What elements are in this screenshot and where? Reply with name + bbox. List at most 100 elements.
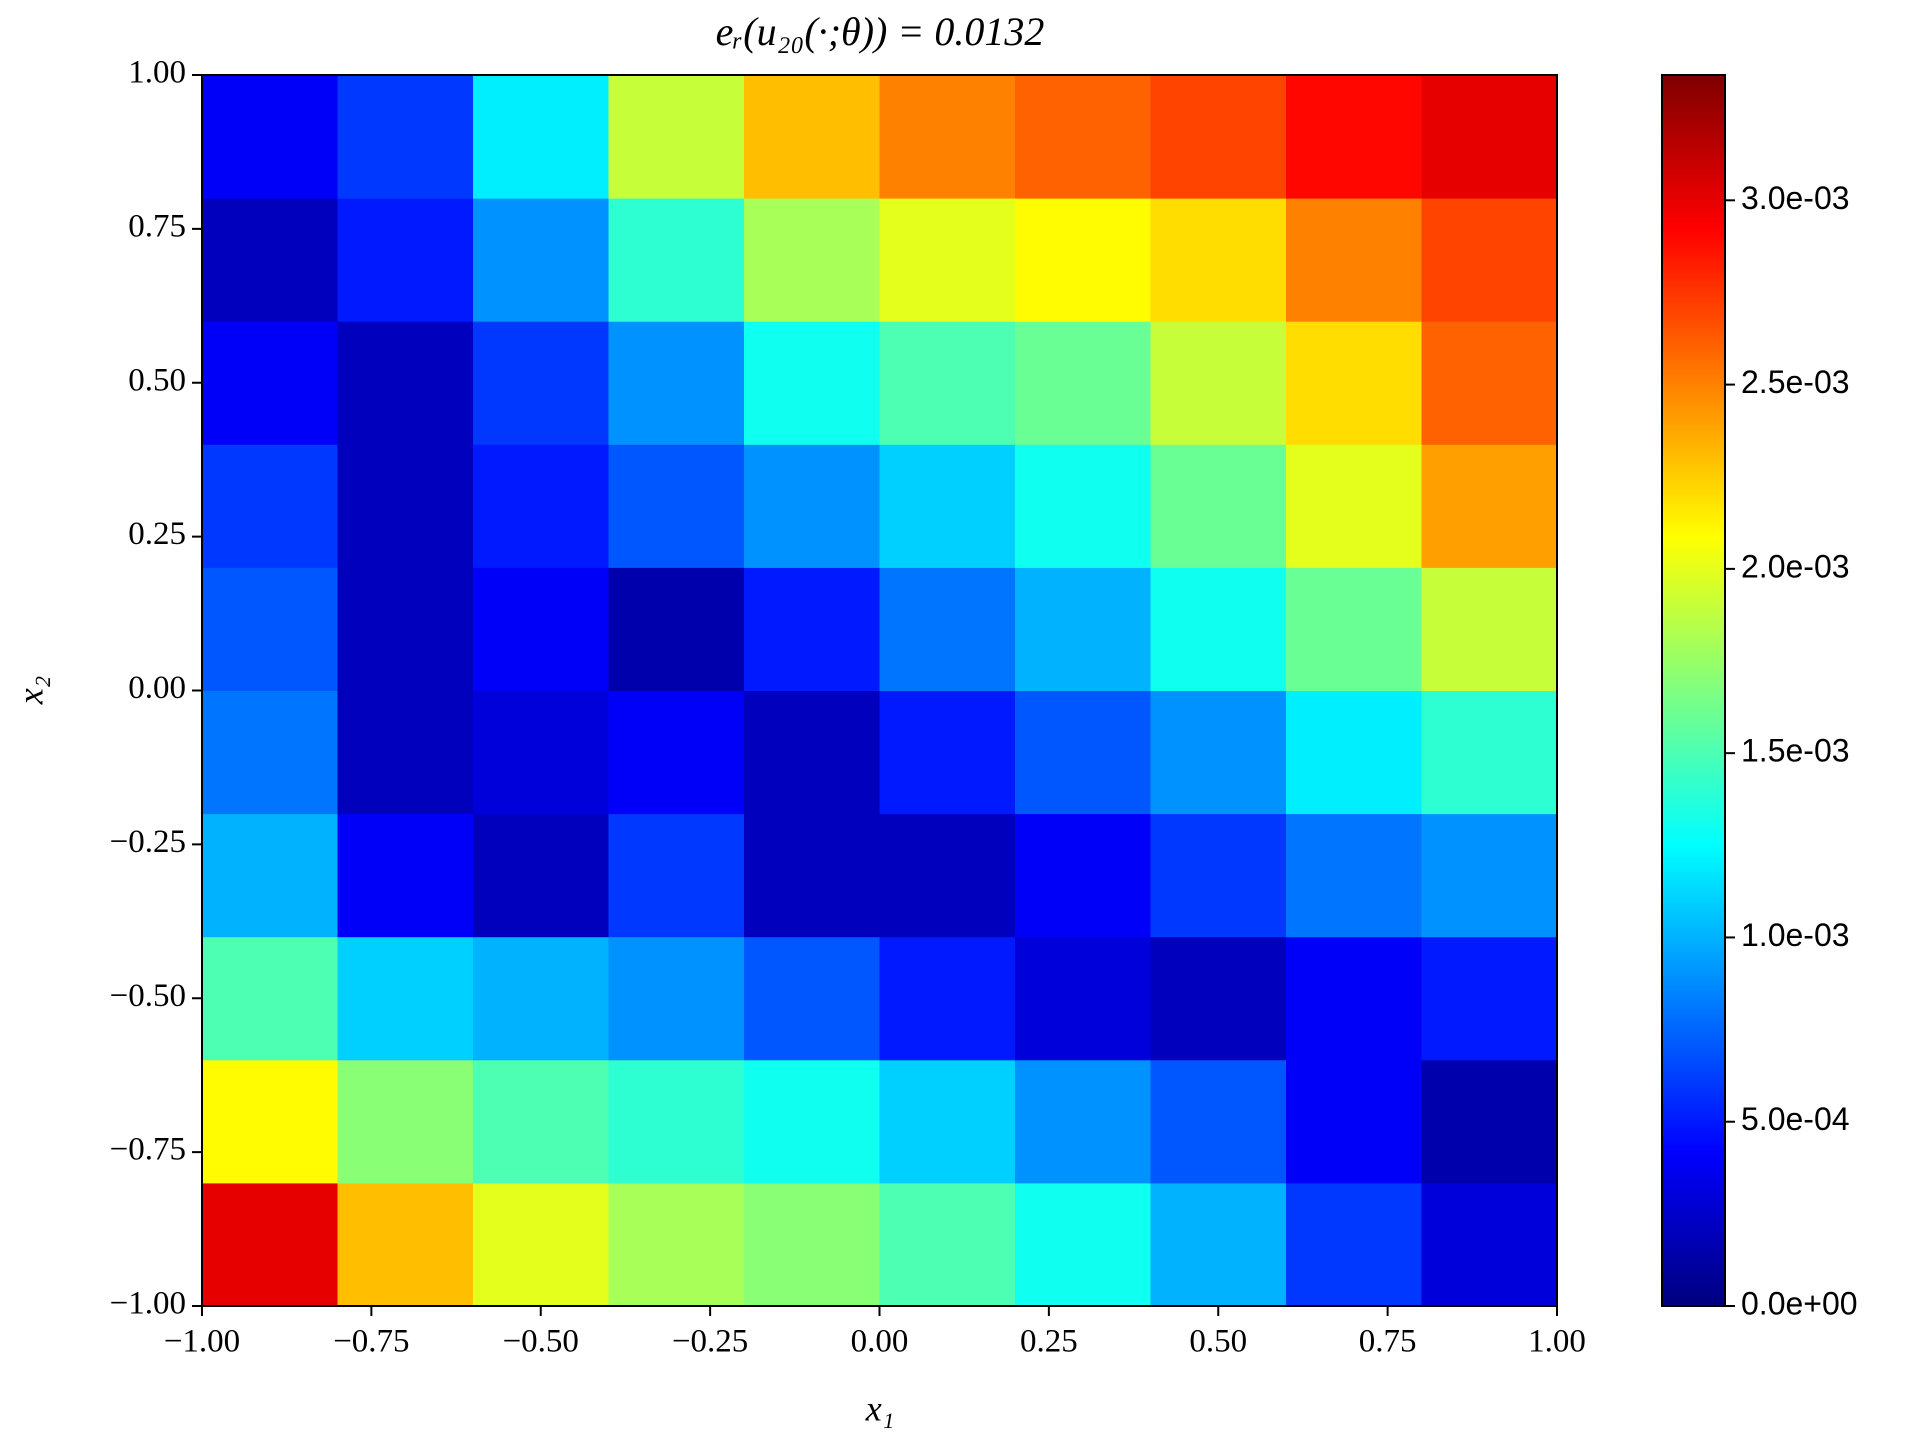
heatmap-cell [337, 690, 474, 815]
heatmap-cell [744, 567, 880, 691]
heatmap-cell [879, 444, 1016, 568]
heatmap-cell [1286, 1182, 1422, 1307]
x-tick-label: 1.00 [1528, 1324, 1586, 1360]
heatmap-cell [744, 1182, 880, 1307]
y-tick-label: 0.00 [128, 670, 186, 706]
heatmap-cell [202, 444, 338, 568]
x-axis-label: x₁ [865, 1388, 895, 1428]
x-tick-label: −1.00 [164, 1324, 240, 1360]
heatmap-cell [1286, 444, 1422, 568]
colorbar-tick-label: 0.0e+00 [1741, 1285, 1858, 1321]
heatmap-cell [473, 321, 609, 445]
heatmap-cell [1015, 813, 1151, 938]
heatmap-cell [473, 1059, 609, 1184]
heatmap-cell [1150, 75, 1287, 199]
y-tick-label: −1.00 [110, 1286, 186, 1322]
heatmap-cell [1015, 567, 1151, 691]
heatmap-cell [608, 567, 745, 691]
heatmap-cell [744, 75, 880, 199]
heatmap-cell [744, 936, 880, 1061]
heatmap-cell [879, 813, 1016, 938]
heatmap-cell [1421, 1059, 1558, 1184]
y-tick-label: −0.25 [110, 824, 186, 860]
heatmap-cell [337, 1182, 474, 1307]
heatmap-cell [744, 321, 880, 445]
heatmap-cell [202, 75, 338, 199]
heatmap-cell [1150, 813, 1287, 938]
heatmap-cell [879, 198, 1016, 322]
heatmap-cell [744, 813, 880, 938]
chart-title: eᵣ(u₂₀(·;θ)) = 0.0132 [716, 9, 1045, 54]
heatmap-cell [202, 690, 338, 815]
heatmap-cell [744, 690, 880, 815]
heatmap-cell [1421, 813, 1558, 938]
x-tick-label: −0.75 [333, 1324, 409, 1360]
heatmap-cell [879, 321, 1016, 445]
heatmap-cell [1286, 75, 1422, 199]
heatmap-cell [337, 1059, 474, 1184]
heatmap-cell [744, 1059, 880, 1184]
heatmap-cell [879, 567, 1016, 691]
heatmap-cell [1421, 690, 1558, 815]
heatmap-cell [1421, 936, 1558, 1061]
heatmap-cell [1015, 1059, 1151, 1184]
heatmap-cell [608, 1182, 745, 1307]
heatmap-cell [1421, 198, 1558, 322]
heatmap-cell [1150, 1059, 1287, 1184]
heatmap-cell [879, 75, 1016, 199]
heatmap-cell [337, 321, 474, 445]
x-tick-label: 0.00 [851, 1324, 909, 1360]
heatmap-cell [1286, 1059, 1422, 1184]
heatmap-cell [608, 813, 745, 938]
heatmap-cell [879, 936, 1016, 1061]
heatmap-cell [608, 321, 745, 445]
heatmap-cell [1150, 321, 1287, 445]
heatmap-cell [1150, 444, 1287, 568]
heatmap-cell [202, 1059, 338, 1184]
heatmap-cell [1421, 1182, 1558, 1307]
heatmap-cell [202, 198, 338, 322]
heatmap-cell [879, 1182, 1016, 1307]
heatmap-cell [337, 813, 474, 938]
heatmap-cell [1150, 936, 1287, 1061]
heatmap-cell [1150, 690, 1287, 815]
heatmap-cell [608, 690, 745, 815]
heatmap-cell [608, 75, 745, 199]
heatmap-cell [1150, 198, 1287, 322]
heatmap-cell [1015, 690, 1151, 815]
heatmap-cell [473, 567, 609, 691]
y-tick-label: 0.50 [128, 362, 186, 398]
x-tick-label: 0.75 [1359, 1324, 1417, 1360]
heatmap-cell [473, 936, 609, 1061]
heatmap-cell [1286, 321, 1422, 445]
y-axis-label: x₂ [10, 676, 50, 706]
heatmap-cell [337, 936, 474, 1061]
heatmap-cell [1286, 690, 1422, 815]
heatmap-cell [744, 198, 880, 322]
heatmap-cell [1421, 567, 1558, 691]
heatmap-cell [473, 813, 609, 938]
heatmap-cell [1150, 567, 1287, 691]
heatmap-cell [1015, 1182, 1151, 1307]
heatmap-cell [337, 567, 474, 691]
heatmap-cell [1421, 444, 1558, 568]
y-tick-label: 1.00 [128, 55, 186, 91]
y-tick-label: 0.25 [128, 516, 186, 552]
heatmap-cell [473, 690, 609, 815]
heatmap-cell [1286, 198, 1422, 322]
heatmap-cell [744, 444, 880, 568]
heatmap-cell [1015, 198, 1151, 322]
heatmap-cell [337, 198, 474, 322]
heatmap-cell [202, 813, 338, 938]
x-tick-label: 0.25 [1020, 1324, 1078, 1360]
heatmap-cell [1015, 321, 1151, 445]
colorbar-tick-label: 3.0e-03 [1741, 180, 1850, 216]
y-tick-label: −0.50 [110, 978, 186, 1014]
x-tick-label: −0.50 [503, 1324, 579, 1360]
heatmap-cell [608, 1059, 745, 1184]
heatmap-cell [337, 75, 474, 199]
heatmap-cell [1421, 75, 1558, 199]
y-tick-label: 0.75 [128, 208, 186, 244]
heatmap-cell [1150, 1182, 1287, 1307]
heatmap-cell [1286, 567, 1422, 691]
